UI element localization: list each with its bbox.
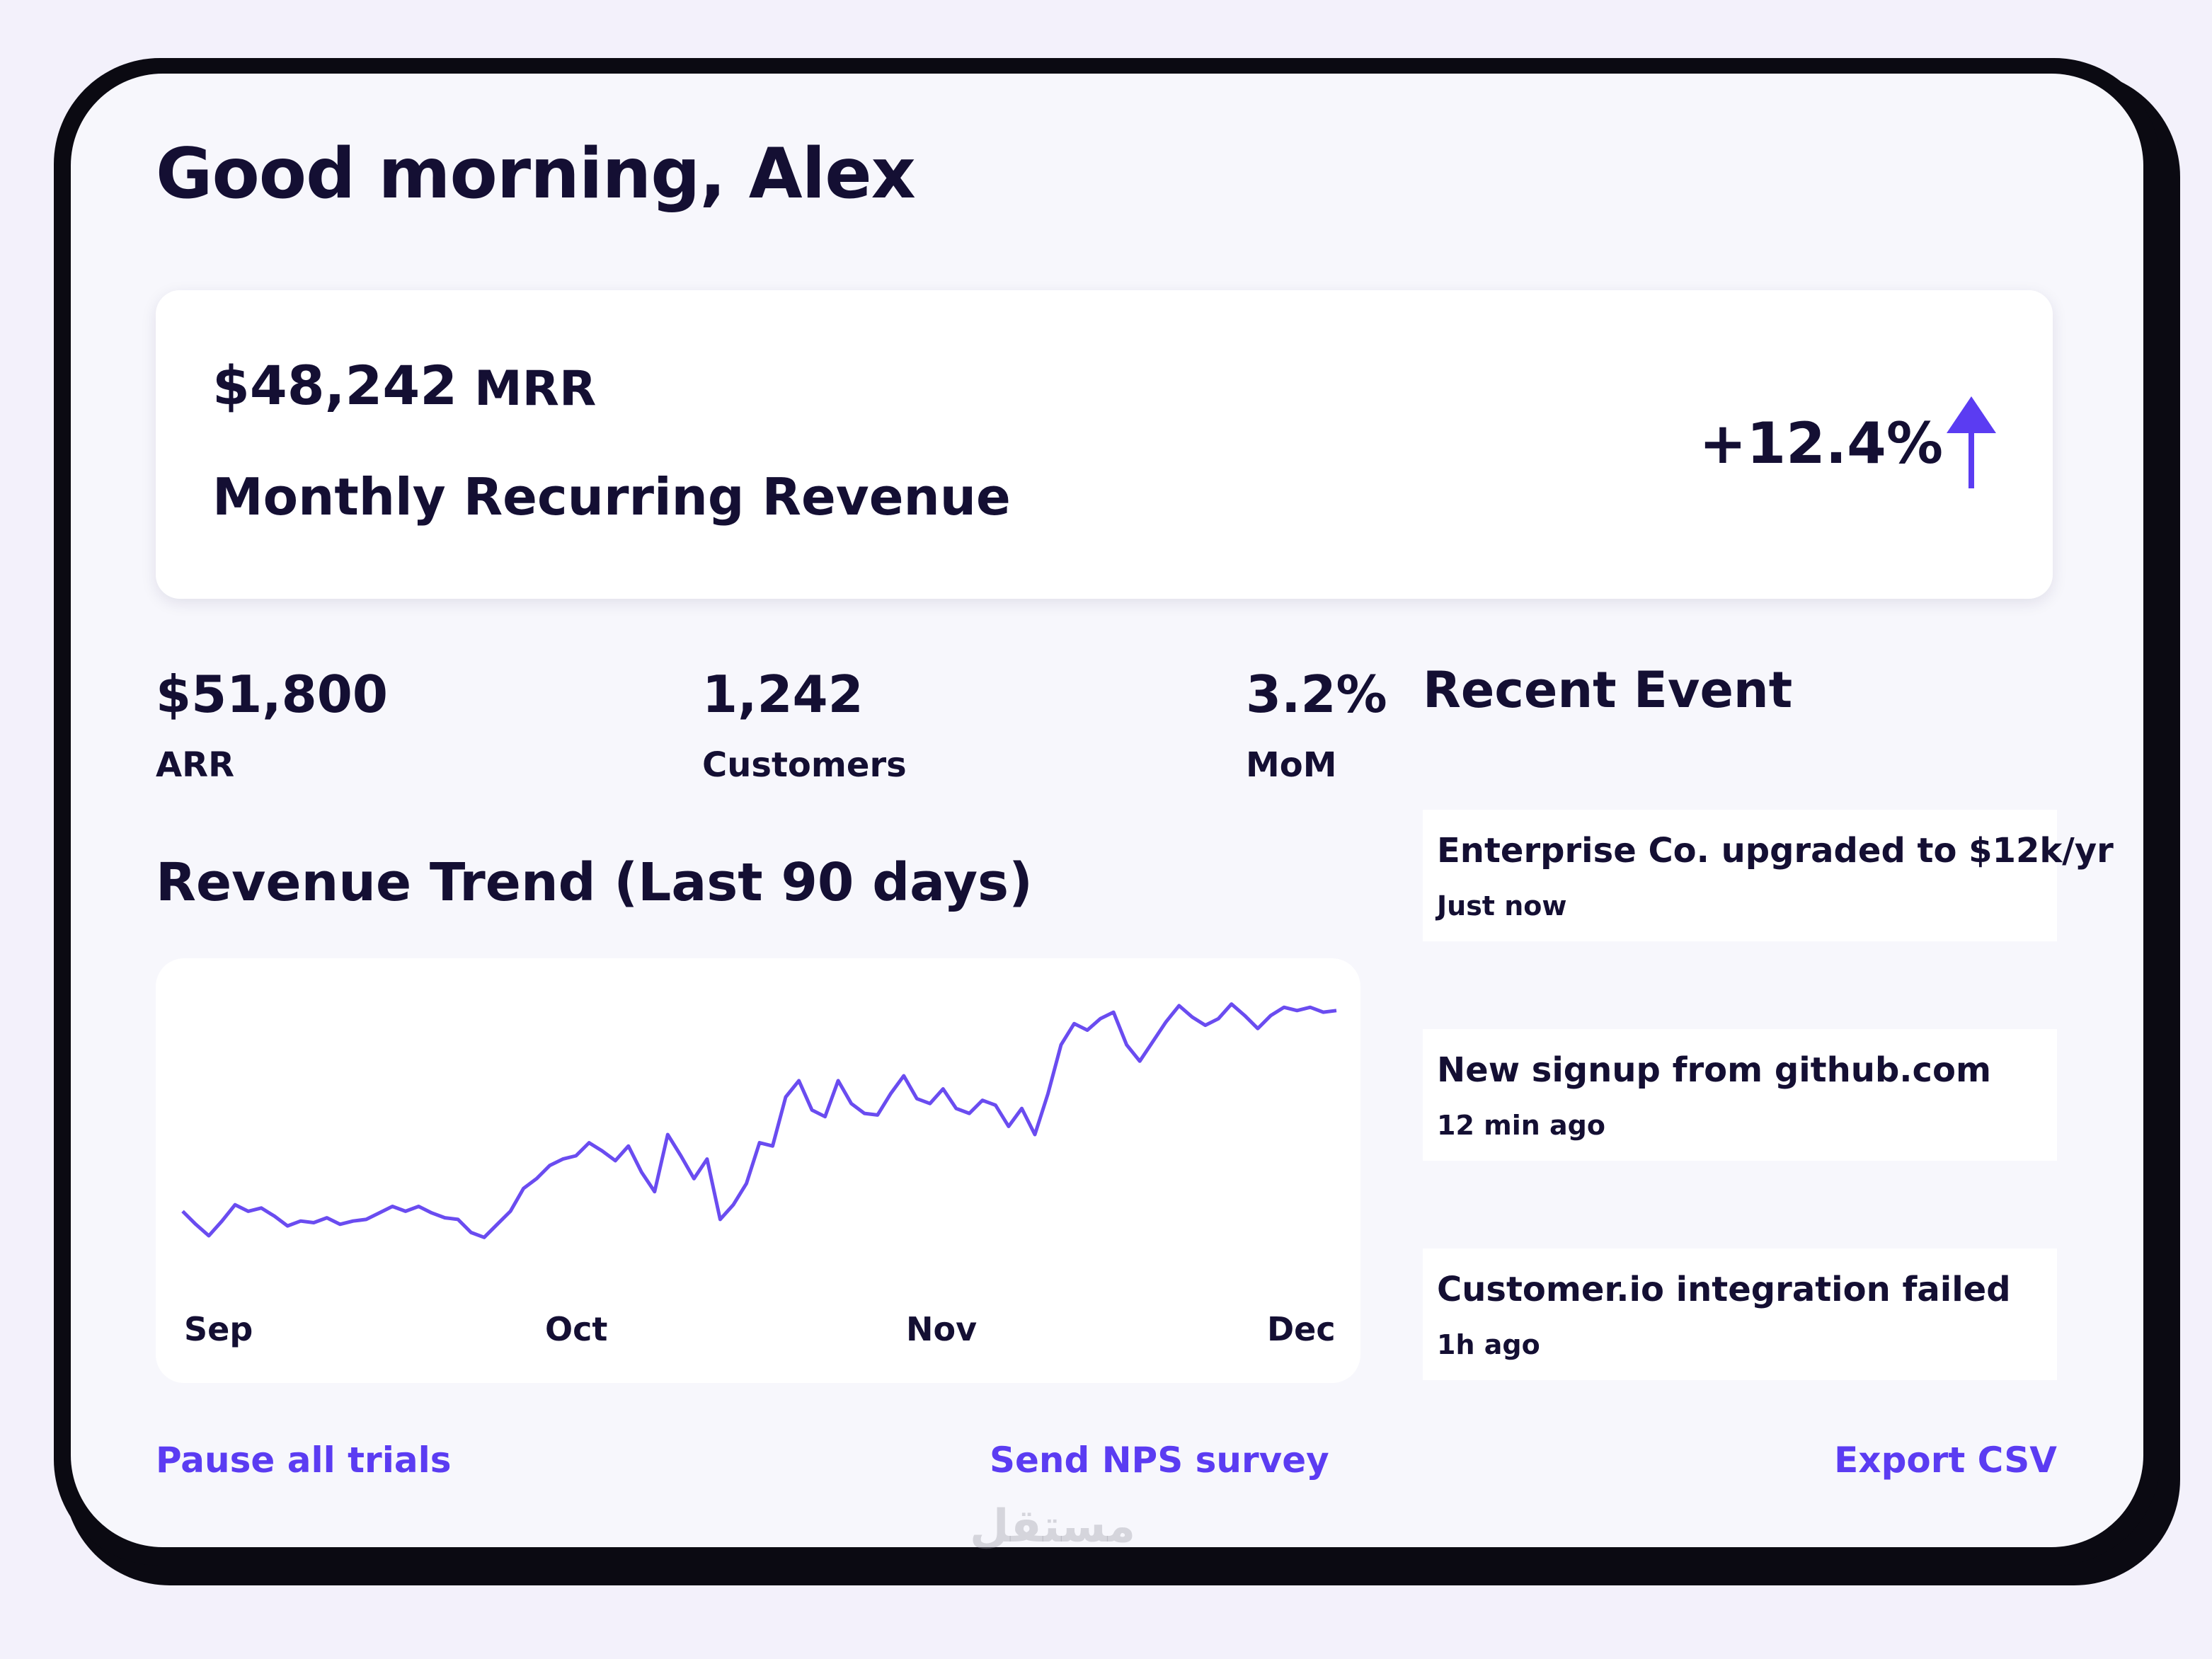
- stat-value: 3.2%: [1246, 665, 1387, 724]
- arrow-up-icon: [1947, 396, 1996, 488]
- event-item[interactable]: Enterprise Co. upgraded to $12k/yr Just …: [1423, 810, 2114, 941]
- event-text: Enterprise Co. upgraded to $12k/yr: [1437, 831, 2114, 871]
- event-text: Customer.io integration failed: [1437, 1270, 2011, 1309]
- mrr-change: +12.4%: [1699, 411, 1943, 476]
- event-time: Just now: [1437, 890, 1567, 922]
- dashboard-screen: Good morning, Alex $48,242 MRR Monthly R…: [71, 74, 2143, 1547]
- pause-trials-link[interactable]: Pause all trials: [156, 1440, 452, 1481]
- revenue-series-line: [181, 1002, 1337, 1239]
- watermark-logo: مستقل: [970, 1500, 1136, 1553]
- revenue-chart-svg: Sep Oct Nov Dec: [181, 1002, 1337, 1348]
- stat-value: $51,800: [156, 665, 388, 724]
- event-item[interactable]: Customer.io integration failed 1h ago: [1423, 1248, 2057, 1380]
- stat-customers: 1,242 Customers: [702, 665, 907, 785]
- x-tick-label: Dec: [1267, 1310, 1336, 1348]
- x-tick-label: Oct: [545, 1310, 607, 1348]
- mrr-unit: MRR: [474, 361, 597, 417]
- mrr-value: $48,242: [212, 354, 458, 417]
- stat-mom: 3.2% MoM: [1246, 665, 1387, 785]
- revenue-chart: Sep Oct Nov Dec: [156, 958, 1360, 1383]
- send-nps-link[interactable]: Send NPS survey: [990, 1440, 1329, 1481]
- stat-label: Customers: [702, 745, 907, 785]
- event-time: 12 min ago: [1437, 1110, 1605, 1141]
- page-title: Good morning, Alex: [156, 134, 916, 214]
- stat-value: 1,242: [702, 665, 864, 724]
- event-text: New signup from github.com: [1437, 1050, 1991, 1090]
- recent-events-title: Recent Event: [1423, 661, 1793, 719]
- stat-arr: $51,800 ARR: [156, 665, 388, 785]
- stat-label: ARR: [156, 745, 235, 785]
- mrr-label: Monthly Recurring Revenue: [212, 467, 1011, 527]
- stat-label: MoM: [1246, 745, 1337, 785]
- x-tick-label: Nov: [906, 1310, 977, 1348]
- mrr-card: $48,242 MRR Monthly Recurring Revenue +1…: [156, 290, 2053, 599]
- event-time: 1h ago: [1437, 1329, 1540, 1360]
- event-item[interactable]: New signup from github.com 12 min ago: [1423, 1029, 2057, 1161]
- x-tick-label: Sep: [184, 1310, 253, 1348]
- revenue-trend-title: Revenue Trend (Last 90 days): [156, 852, 1033, 913]
- export-csv-link[interactable]: Export CSV: [1834, 1440, 2057, 1481]
